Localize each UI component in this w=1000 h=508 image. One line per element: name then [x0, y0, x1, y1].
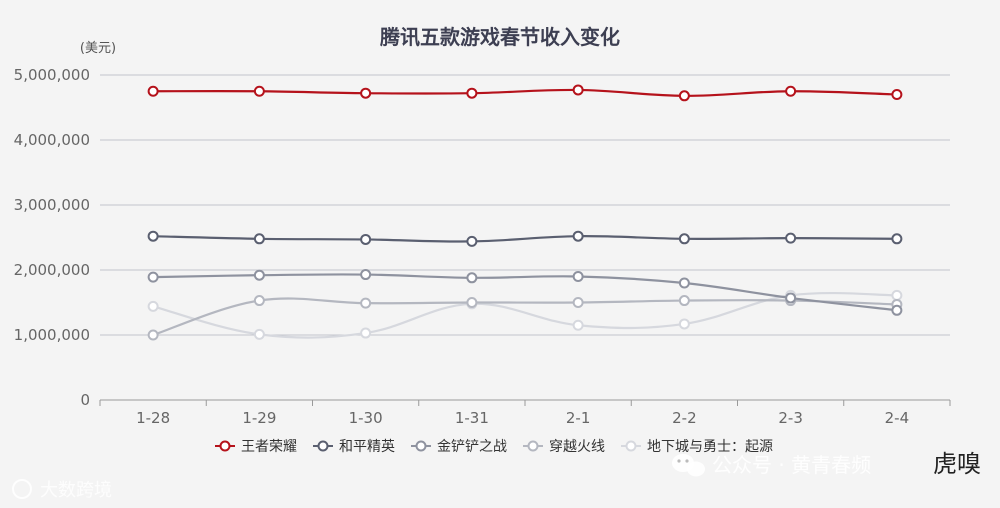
x-axis: 1-28 1-29 1-30 1-31 2-1 2-2 2-3 2-4 [99, 400, 951, 427]
data-point [147, 230, 159, 242]
data-point [147, 271, 159, 283]
data-point [360, 327, 372, 339]
data-point [572, 319, 584, 331]
y-tick-label: 5,000,000 [14, 66, 90, 84]
data-point [891, 233, 903, 245]
x-tick-label: 2-1 [566, 409, 591, 427]
x-tick-label: 1-28 [136, 409, 170, 427]
data-point [147, 300, 159, 312]
y-tick-label: 1,000,000 [14, 326, 90, 344]
data-point [147, 329, 159, 341]
legend-swatch-marker [317, 440, 329, 452]
data-point [360, 87, 372, 99]
series-line [153, 88, 897, 97]
data-point [572, 271, 584, 282]
series-line [153, 273, 898, 312]
y-tick-label: 0 [80, 391, 90, 409]
data-point [891, 89, 903, 100]
data-point [253, 328, 265, 340]
data-point [360, 269, 372, 281]
legend-item: 地下城与勇士：起源 [621, 439, 773, 455]
data-point [466, 297, 478, 308]
x-tick-label: 1-29 [242, 409, 276, 427]
legend-label: 地下城与勇士：起源 [647, 439, 773, 455]
brand-logo: 虎嗅 [933, 450, 981, 478]
watermark-logo-icon [12, 479, 32, 499]
data-point [147, 85, 159, 97]
data-point [678, 90, 690, 102]
series-line [153, 235, 897, 243]
watermark-left-text: 大数跨境 [40, 480, 112, 501]
y-axis-unit: (美元) [80, 41, 116, 56]
data-point [253, 233, 265, 245]
data-point [678, 277, 690, 289]
data-point [785, 292, 797, 304]
legend-label: 和平精英 [339, 438, 395, 455]
data-point [785, 232, 797, 244]
legend-item: 金铲铲之战 [411, 439, 507, 455]
data-point [360, 233, 372, 245]
wechat-icon [672, 454, 705, 477]
grid-lines [100, 74, 950, 401]
data-point [466, 272, 478, 284]
series-1 [147, 230, 903, 247]
data-point [678, 233, 690, 245]
series-group [147, 84, 903, 341]
data-point [253, 269, 265, 281]
y-tick-label: 2,000,000 [14, 261, 90, 279]
data-point [785, 85, 797, 97]
chart-title: 腾讯五款游戏春节收入变化 [380, 25, 620, 49]
legend-label: 金铲铲之战 [437, 439, 507, 455]
data-point [891, 304, 903, 316]
x-tick-label: 1-30 [349, 409, 383, 427]
legend-swatch-marker [219, 440, 231, 452]
data-point [360, 297, 372, 309]
data-point [466, 235, 478, 247]
series-line [152, 297, 897, 337]
data-point [572, 297, 584, 308]
series-2 [147, 269, 903, 316]
data-point [678, 295, 690, 307]
data-point [891, 289, 903, 301]
legend-item: 王者荣耀 [215, 439, 297, 455]
legend-swatch-marker [625, 440, 637, 452]
watermark-left: 大数跨境 [12, 479, 112, 501]
series-0 [147, 84, 903, 102]
legend-swatch-marker [527, 440, 539, 452]
data-point [253, 85, 265, 97]
x-tick-label: 2-3 [778, 409, 803, 427]
x-tick-label: 1-31 [455, 409, 489, 427]
legend: 王者荣耀 和平精英 金铲铲之战 穿越火线 地下城与勇士：起源 [215, 438, 773, 455]
y-tick-label: 4,000,000 [14, 131, 90, 149]
x-tick-label: 2-4 [885, 409, 910, 427]
watermark-right: 公众号 · 黄青春频 [672, 453, 871, 477]
data-point [572, 84, 584, 96]
legend-swatch-marker [415, 440, 427, 452]
y-tick-label: 3,000,000 [14, 196, 90, 214]
legend-item: 穿越火线 [523, 439, 605, 455]
y-axis-ticks: 0 1,000,000 2,000,000 3,000,000 4,000,000 5,0… [14, 66, 90, 409]
data-point [253, 295, 265, 307]
legend-label: 王者荣耀 [241, 439, 297, 455]
data-point [678, 318, 690, 330]
legend-item: 和平精英 [313, 438, 395, 455]
watermark-right-text: 公众号 · 黄青春频 [712, 453, 871, 477]
x-tick-label: 2-2 [672, 409, 697, 427]
legend-label: 穿越火线 [549, 439, 605, 455]
data-point [466, 87, 478, 99]
data-point [572, 230, 584, 242]
